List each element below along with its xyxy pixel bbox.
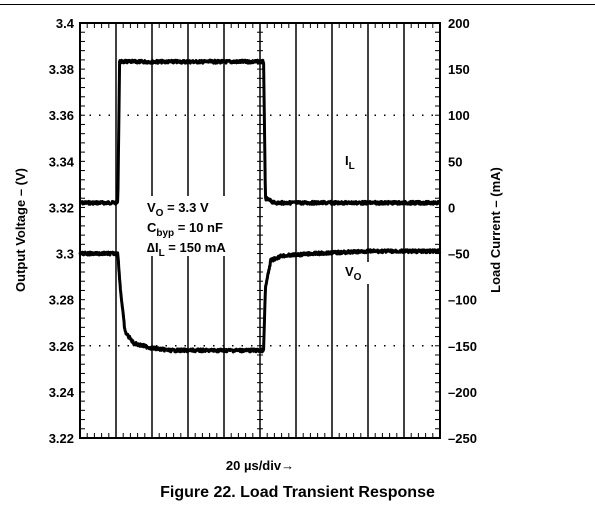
right-tick-label: –250 [448,431,477,446]
right-tick-label: 150 [448,62,470,77]
left-tick-label: 3.4 [56,16,75,31]
left-tick-labels: 3.4 3.38 3.36 3.34 3.32 3.3 3.28 3.26 3.24 3.22 [49,16,75,446]
left-tick-label: 3.24 [49,385,75,400]
vo-trace-label: VO [345,264,362,283]
il-label-bg [343,150,363,170]
left-tick-label: 3.26 [49,339,74,354]
annotation-box-bg [133,196,255,256]
trace-il [78,58,442,206]
trace-vo [78,248,442,354]
right-tick-label: 200 [448,16,470,31]
left-tick-label: 3.32 [49,200,74,215]
right-tick-label: 0 [448,200,455,215]
left-tick-label: 3.28 [49,293,74,308]
left-tick-label: 3.34 [49,154,75,169]
left-tick-label: 3.3 [56,247,74,262]
traces [78,58,442,354]
left-tick-label: 3.38 [49,62,74,77]
x-axis-title: 20 µs/div→ [226,458,294,473]
right-tick-label: 50 [448,154,462,169]
annotation-cbyp: Cbyp = 10 nF [147,220,223,239]
plot-frame [79,22,441,439]
grid [79,22,441,439]
y-axis-left-title: Output Voltage – (V) [13,168,28,292]
annotation-dil: ∆IL = 150 mA [147,240,226,259]
right-tick-label: –100 [448,293,477,308]
il-trace-label: IL [345,153,355,172]
load-transient-chart: 3.4 3.38 3.36 3.34 3.32 3.3 3.28 3.26 3.24 3.22 2… [13,16,503,473]
right-tick-labels: 200 150 100 50 0 –50 –100 –150 –200 –250 [448,16,477,446]
right-tick-label: 100 [448,108,470,123]
annotation-vo: VO = 3.3 V [147,200,209,219]
vo-label-bg [343,262,371,284]
right-tick-label: –50 [448,247,470,262]
y-axis-right-title: Load Current – (mA) [488,167,503,293]
right-tick-label: –150 [448,339,477,354]
right-tick-label: –200 [448,385,477,400]
figure-caption: Figure 22. Load Transient Response [160,484,435,501]
left-tick-label: 3.22 [49,431,74,446]
top-rule [0,4,595,5]
left-tick-label: 3.36 [49,108,74,123]
